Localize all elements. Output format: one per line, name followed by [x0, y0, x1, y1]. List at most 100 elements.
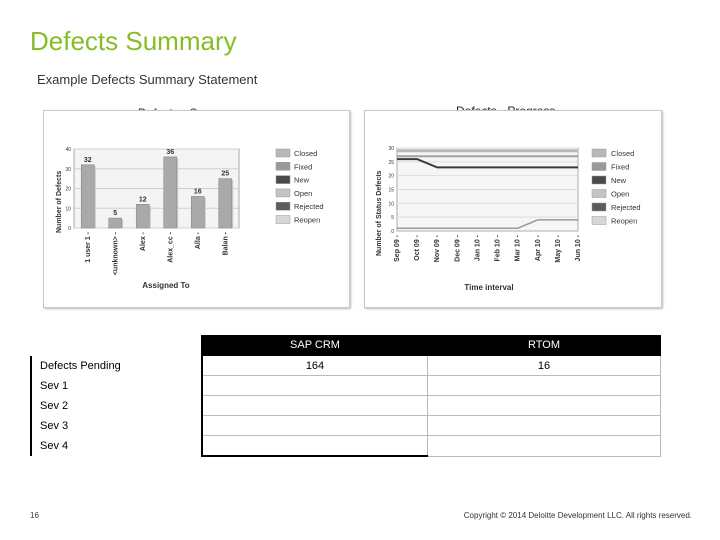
y-tick-label: 10: [388, 201, 394, 207]
row-label: Sev 3: [30, 415, 202, 436]
x-tick-label: Nov 09 -: [434, 234, 441, 262]
x-tick-label: Alex_cc -: [167, 231, 174, 262]
cell-sap-crm: [201, 375, 428, 396]
table-header-label: [31, 335, 202, 356]
copyright-notice: Copyright © 2014 Deloitte Development LL…: [463, 511, 692, 520]
slide-subtitle: Example Defects Summary Statement: [37, 72, 258, 87]
x-tick-label: Sep 09 -: [394, 234, 401, 262]
bar-value-label: 5: [113, 210, 117, 217]
bar-value-label: 16: [194, 188, 202, 195]
bar: [108, 217, 123, 229]
defects-progress-chart: 0 5 10 15 20 25 30 Sep 09 - Oct 09 - Nov 09 - Dec …: [364, 110, 662, 308]
legend-item: New: [611, 176, 627, 185]
x-tick-label: Balan -: [222, 231, 229, 255]
legend-swatch: [275, 175, 291, 184]
y-tick-label: 30: [388, 146, 394, 152]
cell-rtom: [427, 395, 661, 416]
y-tick-label: 30: [65, 167, 71, 173]
cell-sap-crm: [201, 415, 428, 436]
bar-value-label: 25: [221, 171, 229, 178]
legend-item: Rejected: [611, 203, 641, 212]
legend-item: Closed: [611, 149, 634, 158]
legend-swatch: [275, 148, 291, 158]
table-row: Sev 1: [30, 375, 661, 396]
defects-summary-chart-svg: 0 10 20 30 40 32 1 user 1 - 5 <unknown> - 12 Alex …: [44, 111, 349, 307]
legend-swatch: [591, 216, 607, 225]
legend-swatch: [591, 148, 607, 158]
table-row: Sev 4: [30, 435, 661, 457]
x-tick-label: May 10 -: [555, 234, 562, 262]
legend-swatch: [591, 175, 607, 185]
legend-item: Closed: [294, 149, 317, 158]
page-number: 16: [30, 511, 39, 520]
legend-item: Rejected: [294, 202, 324, 211]
x-tick-label: Dec 09 -: [454, 234, 461, 262]
cell-rtom: 16: [427, 355, 661, 376]
y-tick-label: 15: [388, 188, 394, 194]
bar-value-label: 36: [166, 149, 174, 156]
legend-item: Open: [294, 189, 312, 198]
series-line-new: [397, 158, 578, 169]
legend-item: Open: [611, 190, 629, 199]
cell-sap-crm: 164: [201, 355, 428, 376]
row-label: Sev 4: [30, 435, 202, 456]
series-line-rejected: [397, 219, 578, 229]
x-tick-label: Feb 10 -: [495, 234, 502, 261]
legend-swatch: [275, 215, 291, 224]
y-tick-label: 20: [388, 174, 394, 180]
legend-swatch: [591, 162, 607, 171]
bar: [80, 164, 95, 229]
x-tick-label: Alla -: [195, 231, 202, 249]
y-tick-label: 10: [65, 206, 71, 212]
legend-swatch: [591, 189, 607, 198]
x-tick-label: Oct 09 -: [414, 234, 421, 260]
cell-sap-crm: [201, 395, 428, 416]
legend-item: Fixed: [294, 162, 312, 171]
y-tick-label: 0: [68, 226, 71, 232]
legend-swatch: [275, 188, 291, 198]
legend-item: Fixed: [611, 163, 629, 172]
left-x-axis-label: Assigned To: [142, 281, 190, 290]
bar: [218, 178, 233, 229]
bar: [190, 196, 205, 229]
legend-item: Reopen: [611, 217, 637, 226]
cell-rtom: [427, 375, 661, 396]
x-tick-label: Mar 10 -: [515, 234, 522, 261]
legend-item: Reopen: [294, 216, 320, 225]
y-tick-label: 0: [391, 229, 394, 235]
row-label: Sev 2: [30, 395, 202, 416]
x-tick-label: Jan 10 -: [474, 234, 481, 261]
right-y-axis-label: Number of Status Defects: [376, 170, 383, 256]
table-header-rtom: RTOM: [427, 335, 661, 356]
table-header-sap-crm: SAP CRM: [201, 335, 428, 356]
legend-swatch: [275, 162, 291, 171]
x-tick-label: Jun 10 -: [575, 234, 582, 261]
bar: [163, 156, 178, 229]
defects-summary-chart: 0 10 20 30 40 32 1 user 1 - 5 <unknown> - 12 Alex …: [43, 110, 350, 308]
y-tick-label: 20: [65, 187, 71, 193]
table-row: Sev 3: [30, 415, 661, 436]
slide-title: Defects Summary: [30, 26, 237, 56]
legend-swatch: [591, 202, 607, 212]
legend-item: New: [294, 176, 310, 185]
cell-rtom: [427, 415, 661, 436]
row-label: Defects Pending: [30, 355, 202, 376]
cell-sap-crm: [201, 435, 428, 457]
x-tick-label: 1 user 1 -: [85, 231, 92, 262]
cell-rtom: [427, 435, 661, 457]
x-tick-label: Apr 10 -: [535, 234, 542, 261]
y-tick-label: 25: [388, 160, 394, 166]
y-tick-label: 5: [391, 215, 394, 221]
x-tick-label: <unknown> -: [112, 231, 119, 275]
right-x-axis-label: Time interval: [464, 283, 513, 292]
y-tick-label: 40: [65, 147, 71, 153]
defects-progress-chart-svg: 0 5 10 15 20 25 30 Sep 09 - Oct 09 - Nov 09 - Dec …: [365, 111, 661, 307]
bar-value-label: 32: [84, 157, 92, 164]
defects-table: SAP CRM RTOM Defects Pending 164 16 Sev …: [30, 335, 661, 457]
legend-swatch: [275, 201, 291, 211]
bar-value-label: 12: [139, 196, 147, 203]
table-row: Sev 2: [30, 395, 661, 416]
left-y-axis-label: Number of Defects: [56, 171, 63, 233]
row-label: Sev 1: [30, 375, 202, 396]
table-row: Defects Pending 164 16: [30, 355, 661, 376]
